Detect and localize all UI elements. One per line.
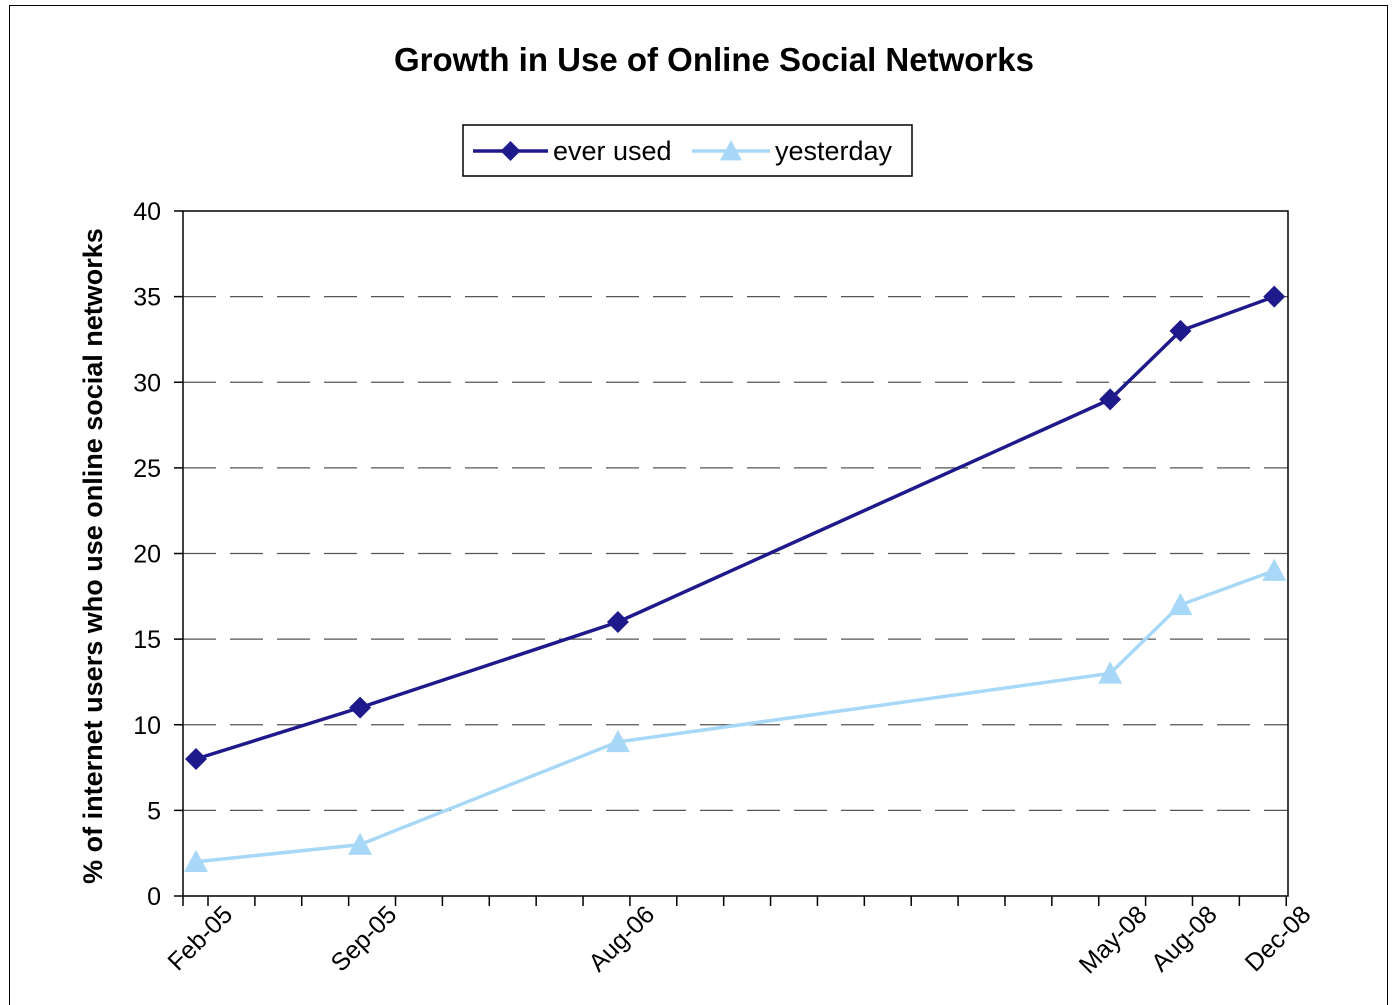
x-tick-label: Feb-05 [162,900,238,976]
data-point [1099,388,1122,411]
legend-item: ever used [473,136,672,166]
legend-label: yesterday [775,136,893,166]
x-tick-label: Aug-06 [583,900,660,977]
data-point [1098,661,1123,684]
legend-box [462,124,913,177]
y-tick-label: 25 [133,455,161,483]
series-line [195,294,1275,761]
data-point [1169,319,1192,342]
y-tick-label: 10 [133,712,161,740]
data-point [184,849,208,872]
series-ever-used [185,285,1286,770]
x-tick-label: Dec-08 [1240,900,1317,977]
y-tick-label: 5 [147,797,161,825]
data-point [606,611,629,633]
series-layer [184,285,1287,872]
legend-swatch-marker [500,141,521,161]
y-tick-label: 40 [133,198,161,226]
data-point [349,696,372,719]
data-point [1168,592,1193,616]
data-point [1263,285,1286,308]
x-tick-label: Sep-05 [326,900,403,977]
y-tick-label: 15 [133,626,161,654]
legend-item: yesterday [692,136,893,166]
y-axis-label: % of internet users who use online socia… [78,228,108,884]
series-yesterday [184,558,1287,872]
y-tick-label: 20 [133,541,161,569]
legend-swatch-marker [720,140,742,161]
x-tick-label: May-08 [1074,900,1153,979]
y-tick-label: 35 [133,284,161,312]
data-point [605,729,630,753]
y-tick-label: 30 [133,369,161,397]
y-tick-label: 0 [147,883,161,911]
series-line [195,568,1275,864]
chart-title: Growth in Use of Online Social Networks [394,41,1034,78]
legend-label: ever used [553,136,672,166]
data-point [1262,558,1287,581]
y-axis: 0 5 10 15 20 25 30 35 40 [133,198,183,911]
chart-frame [9,5,1388,1005]
data-point [348,832,373,855]
data-point [185,748,207,770]
legend: ever used yesterday [462,124,913,177]
x-tick-label: Aug-08 [1146,900,1223,977]
gridlines [183,295,1288,812]
